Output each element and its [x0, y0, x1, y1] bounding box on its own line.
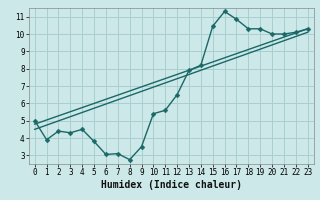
X-axis label: Humidex (Indice chaleur): Humidex (Indice chaleur): [101, 180, 242, 190]
